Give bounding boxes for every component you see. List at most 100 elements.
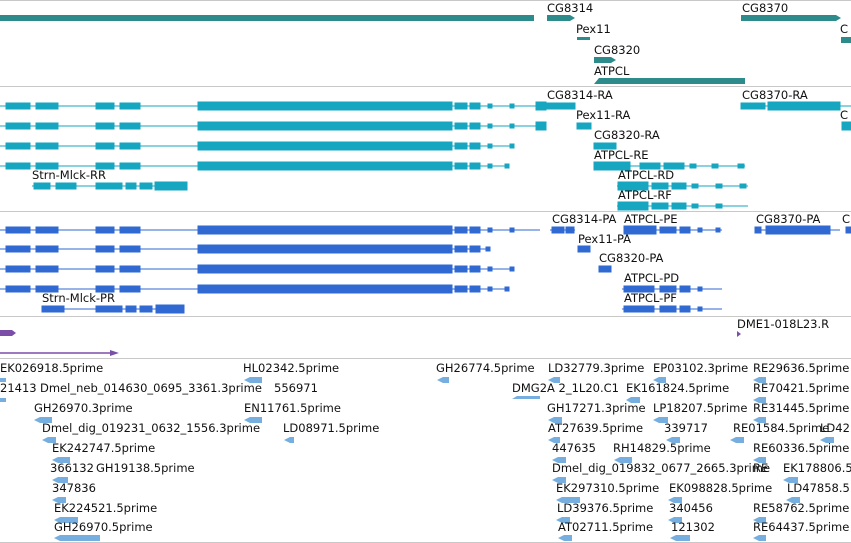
est-label: RH14829.5prime	[613, 441, 711, 455]
est-feature[interactable]	[552, 477, 566, 483]
mrna-track-b-features	[0, 225, 851, 314]
gene-label: CG8370	[742, 1, 789, 15]
gene-feature[interactable]	[577, 37, 590, 40]
gene-feature[interactable]	[841, 37, 851, 43]
est-feature[interactable]	[54, 517, 78, 523]
misc-feature[interactable]	[737, 331, 741, 337]
transcript-row[interactable]	[617, 181, 748, 191]
est-feature[interactable]	[730, 437, 744, 443]
est-label: 21413	[0, 381, 37, 395]
est-feature[interactable]	[753, 535, 766, 541]
est-feature[interactable]	[42, 437, 56, 443]
transcript-row[interactable]	[0, 121, 547, 131]
est-feature[interactable]	[0, 378, 6, 382]
misc-track-features	[0, 330, 741, 356]
est-label: GH26774.5prime	[436, 361, 535, 375]
transcript-row[interactable]	[32, 181, 188, 191]
track-separator	[0, 316, 851, 317]
est-feature[interactable]	[666, 437, 680, 443]
est-feature[interactable]	[653, 417, 668, 423]
est-feature[interactable]	[548, 377, 560, 383]
est-feature[interactable]	[670, 535, 690, 541]
est-feature[interactable]	[556, 517, 570, 523]
est-label: GH19138.5prime	[96, 461, 195, 475]
gene-feature[interactable]	[741, 15, 841, 21]
est-label: EK224521.5prime	[54, 501, 158, 515]
est-feature[interactable]	[653, 377, 666, 383]
est-label: LP18207.5prime	[653, 401, 748, 415]
transcript-row[interactable]	[617, 201, 748, 211]
protein-row[interactable]	[0, 244, 491, 254]
est-feature[interactable]	[753, 457, 766, 463]
protein-row[interactable]	[623, 225, 722, 235]
est-feature[interactable]	[244, 417, 262, 423]
est-feature[interactable]	[437, 377, 449, 383]
protein-row[interactable]	[622, 285, 722, 293]
est-feature[interactable]	[512, 396, 540, 399]
protein-row[interactable]	[41, 304, 185, 314]
est-feature[interactable]	[614, 457, 632, 463]
protein-row[interactable]	[754, 225, 851, 235]
protein-label: CG8314-PA	[552, 212, 617, 226]
transcript-row[interactable]	[576, 122, 592, 130]
transcript-row[interactable]	[593, 142, 617, 150]
est-label: GH26970.3prime	[34, 401, 133, 415]
transcript-row[interactable]	[546, 102, 576, 110]
est-label: 121302	[671, 520, 715, 534]
est-feature[interactable]	[786, 497, 800, 503]
est-label: Dmel_neb_014630_0695_3361.3prime	[40, 381, 262, 395]
est-feature[interactable]	[753, 397, 766, 403]
est-feature[interactable]	[556, 497, 580, 503]
transcript-row[interactable]	[740, 101, 851, 131]
protein-row[interactable]	[0, 225, 540, 235]
protein-row[interactable]	[598, 265, 612, 273]
est-feature[interactable]	[753, 517, 766, 523]
est-feature[interactable]	[284, 437, 294, 443]
est-feature[interactable]	[783, 477, 798, 483]
est-feature[interactable]	[668, 497, 682, 503]
est-label: EK242747.5prime	[52, 441, 156, 455]
est-feature[interactable]	[753, 417, 766, 423]
est-feature[interactable]	[34, 417, 52, 423]
transcript-label: CG8370-RA	[742, 88, 808, 102]
est-feature[interactable]	[54, 535, 100, 541]
est-feature[interactable]	[668, 517, 682, 523]
misc-feature[interactable]	[0, 350, 119, 356]
gene-feature[interactable]	[594, 57, 616, 63]
transcript-row[interactable]	[0, 101, 547, 111]
protein-label: ATPCL-PD	[624, 271, 680, 285]
gene-feature[interactable]	[547, 15, 575, 21]
gene-feature[interactable]	[594, 78, 745, 84]
transcript-row[interactable]	[0, 161, 510, 171]
est-feature[interactable]	[820, 437, 834, 443]
est-feature[interactable]	[244, 377, 262, 383]
est-feature[interactable]	[52, 457, 70, 463]
gene-track: CG8314 Pex11 CG8320 ATPCL CG8370 C	[0, 0, 851, 86]
est-feature[interactable]	[548, 417, 562, 423]
est-feature[interactable]	[552, 457, 566, 463]
misc-track: DME1-018L23.R	[0, 316, 851, 358]
est-label: RE31445.5prime	[753, 401, 850, 415]
est-track: EK026918.5prime HL02342.5prime GH26774.5…	[0, 358, 851, 542]
protein-row[interactable]	[0, 264, 515, 274]
protein-row[interactable]	[577, 245, 591, 253]
protein-row[interactable]	[622, 305, 722, 313]
est-label: RE70421.5prime	[753, 381, 850, 395]
est-label: Dmel_dig_019832_0677_2665.3prime	[552, 461, 771, 475]
gene-feature[interactable]	[0, 15, 534, 21]
est-feature[interactable]	[52, 497, 66, 503]
est-feature[interactable]	[753, 377, 766, 383]
est-feature[interactable]	[548, 437, 560, 443]
est-label: EK297310.5prime	[556, 481, 660, 495]
protein-label: Pex11-PA	[578, 232, 632, 246]
est-feature[interactable]	[558, 535, 572, 541]
misc-feature[interactable]	[0, 330, 16, 336]
protein-row[interactable]	[550, 226, 575, 234]
protein-row[interactable]	[0, 284, 510, 294]
est-feature[interactable]	[52, 477, 68, 483]
est-feature[interactable]	[626, 397, 640, 403]
transcript-row[interactable]	[0, 141, 515, 151]
transcript-row[interactable]	[593, 161, 745, 171]
est-feature[interactable]	[0, 398, 6, 402]
